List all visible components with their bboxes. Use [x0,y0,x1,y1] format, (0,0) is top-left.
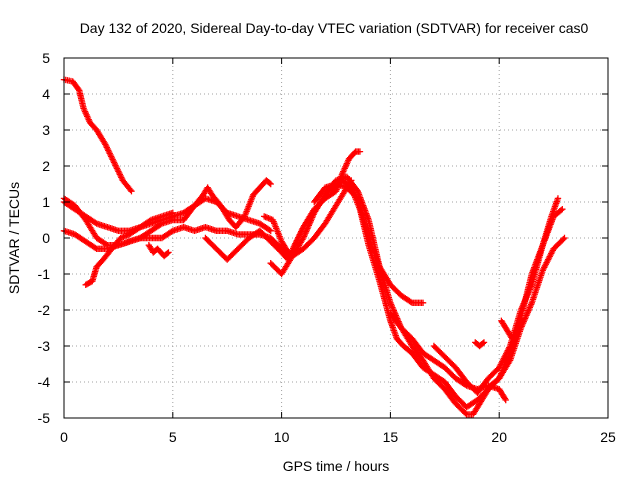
y-tick-label: -4 [38,374,51,390]
data-point [480,339,488,346]
data-point [266,179,273,187]
series-arc-l [430,195,562,396]
data-point [169,209,176,216]
data-point [356,148,364,155]
chart-title: Day 132 of 2020, Sidereal Day-to-day VTE… [80,20,589,36]
y-tick-label: 2 [42,158,50,174]
data-points [60,76,568,418]
data-point [462,410,469,417]
axis-ticks [63,57,609,419]
data-point [284,249,292,256]
x-tick-labels: 0 5 10 15 20 25 [60,429,616,445]
data-point [266,226,273,234]
series-arc-g [267,177,355,278]
y-tick-label: -2 [38,302,51,318]
data-point [165,249,172,256]
series-arc-m [472,339,488,350]
data-point [502,396,509,404]
data-point [267,180,274,188]
data-point [157,221,164,228]
data-point [479,340,487,347]
data-point [561,234,568,242]
x-tick-label: 15 [383,429,399,445]
data-point [501,395,509,402]
data-point [146,217,153,225]
x-tick-label: 20 [491,429,507,445]
data-point [168,228,175,235]
x-tick-label: 5 [169,429,177,445]
data-point [75,85,82,93]
data-point [407,298,414,306]
y-tick-label: -3 [38,338,51,354]
data-point [560,236,567,243]
data-point [267,227,274,234]
x-tick-label: 25 [600,429,616,445]
y-tick-labels: -5 -4 -3 -2 -1 0 1 2 3 4 5 [38,50,51,426]
data-point [92,219,99,226]
data-point [284,247,291,255]
data-point [509,335,516,342]
series-arc-e [82,209,176,288]
x-tick-label: 0 [60,429,68,445]
data-point [559,206,566,213]
data-point [508,334,515,341]
y-tick-label: 0 [42,230,50,246]
y-tick-label: 4 [42,86,50,102]
y-axis-label: SDTVAR / TECUs [6,182,22,294]
series-arc-n [498,317,516,342]
data-point [128,188,135,195]
y-tick-label: 1 [42,194,50,210]
series-arc-o [145,242,172,260]
y-tick-label: -1 [38,266,51,282]
data-point [127,186,134,194]
data-point [557,207,565,214]
y-tick-label: 3 [42,122,50,138]
x-axis-label: GPS time / hours [283,458,390,474]
data-point [554,195,562,202]
x-tick-label: 10 [274,429,290,445]
y-tick-label: -5 [38,410,51,426]
data-point [164,250,171,257]
y-tick-label: 5 [42,50,50,66]
data-point [92,244,99,252]
series-arc-h [260,213,292,256]
series-arc-a [60,76,135,195]
data-point [419,299,427,306]
data-point [348,177,355,184]
